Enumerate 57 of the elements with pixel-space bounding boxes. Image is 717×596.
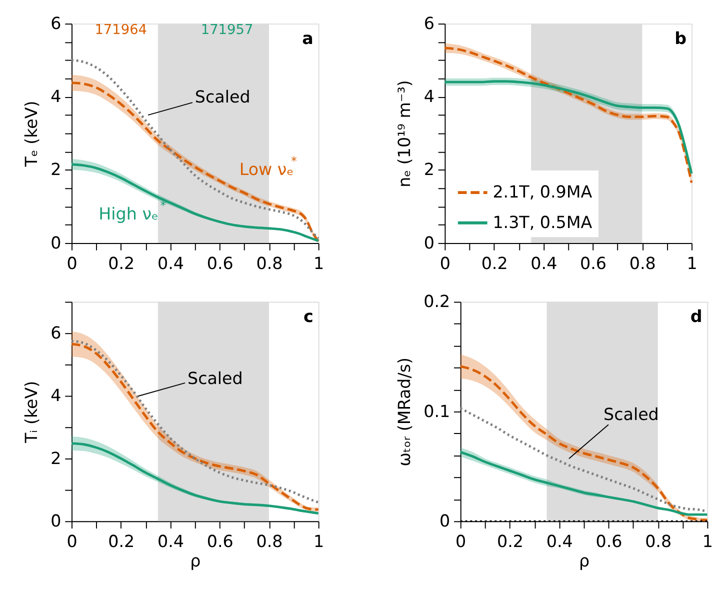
text: Scaled — [194, 88, 250, 107]
y-tick-label: 0 — [424, 233, 434, 252]
x-tick-label: 1 — [314, 532, 324, 552]
x-axis-title: ρ — [190, 552, 201, 571]
x-tick-label: 1 — [702, 532, 713, 552]
x-tick-label: 0.6 — [580, 254, 607, 273]
y-axis-title: Tₑ (keV) — [22, 100, 41, 168]
y-tick-label: 6 — [424, 14, 434, 33]
y-tick-label: 0 — [50, 512, 62, 531]
x-tick-label: 0.6 — [596, 532, 622, 552]
x-tick-label: 0.4 — [157, 254, 184, 273]
x-tick-label: 0.6 — [206, 532, 234, 552]
y-tick-label: 0.1 — [424, 402, 450, 421]
x-tick-label: 0.4 — [530, 254, 558, 273]
y-tick-label: 2 — [424, 160, 434, 180]
y-tick-label: 2 — [50, 448, 62, 468]
y-tick-label: 4 — [50, 386, 62, 406]
y-tick-label: 6 — [50, 14, 62, 33]
y-tick-label: 0 — [50, 233, 62, 252]
y-tick-label: 0 — [439, 512, 450, 531]
y-tick-label: 4 — [424, 87, 434, 106]
x-tick-label: 0 — [456, 532, 466, 552]
annotation: d — [690, 307, 702, 326]
x-tick-label: 0.8 — [256, 532, 283, 552]
x-tick-label: 0 — [66, 254, 78, 273]
y-tick-label: 6 — [50, 323, 62, 342]
y-tick-label: 0.2 — [424, 292, 450, 312]
y-axis-title: nₑ (10¹⁹ m⁻³) — [395, 80, 414, 188]
legend-label: 2.1T, 0.9MA — [492, 182, 593, 202]
annotation: 171957 — [200, 22, 254, 38]
x-tick-label: 0.6 — [206, 254, 234, 273]
x-tick-label: 0.8 — [256, 254, 283, 273]
y-tick-label: 4 — [50, 87, 62, 106]
x-tick-label: 0.2 — [481, 254, 508, 273]
x-tick-label: 0.4 — [546, 532, 573, 552]
x-tick-label: 0.2 — [496, 532, 524, 552]
annotation: b — [674, 28, 687, 48]
annotation: 171964 — [94, 22, 148, 38]
y-axis-title: ωₜₒᵣ (MRad/s) — [394, 357, 414, 466]
x-tick-label: 1 — [314, 254, 324, 273]
y-tick-label: 2 — [50, 160, 62, 180]
x-tick-label: 0 — [66, 532, 78, 552]
series-label: Low νₑ* — [239, 154, 298, 179]
x-axis-title: ρ — [578, 552, 590, 571]
legend-label: 1.3T, 0.5MA — [492, 212, 593, 232]
x-tick-label: 0.2 — [108, 532, 135, 552]
annotation: a — [302, 28, 314, 48]
x-tick-label: 1 — [686, 254, 698, 273]
x-tick-label: 0.2 — [108, 254, 135, 273]
annotation: c — [304, 307, 314, 326]
x-tick-label: 0.8 — [629, 254, 656, 273]
text: Scaled — [604, 405, 659, 424]
y-axis-title: Tᵢ (keV) — [22, 380, 41, 444]
x-tick-label: 0.4 — [157, 532, 184, 552]
x-tick-label: 0.8 — [645, 532, 672, 552]
text: Scaled — [188, 369, 243, 388]
series-label: High νₑ* — [98, 198, 166, 224]
